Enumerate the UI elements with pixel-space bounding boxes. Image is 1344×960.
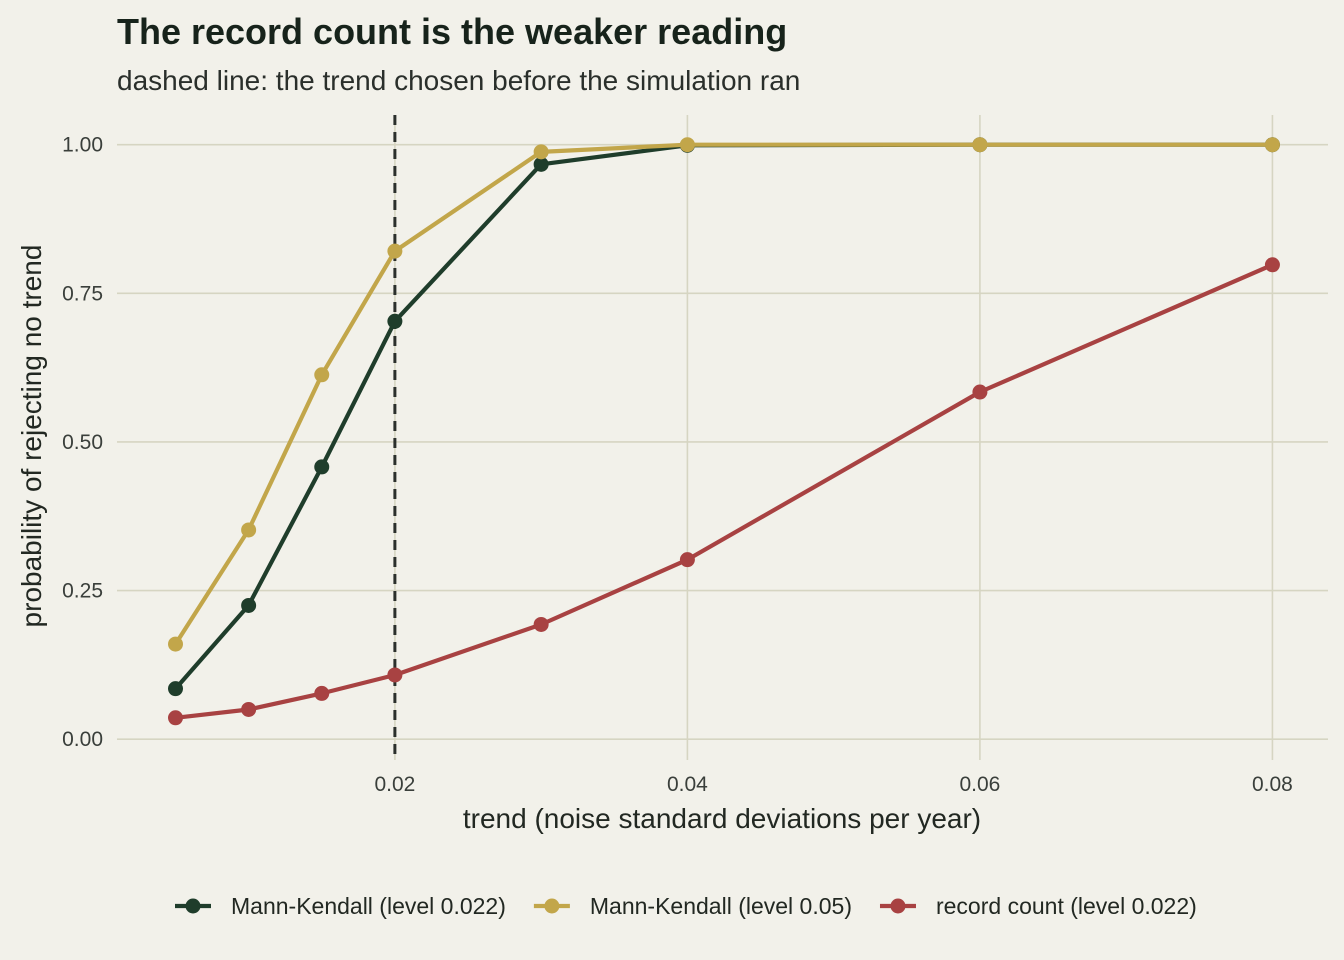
series-1 [168,137,1280,697]
data-point [241,701,257,717]
legend-swatch-point [185,898,201,914]
data-point [314,459,330,475]
legend-label: record count (level 0.022) [936,893,1197,919]
x-axis-label: trend (noise standard deviations per yea… [463,803,981,834]
y-tick-label: 1.00 [62,134,103,157]
series-line [173,262,1275,720]
legend-item-3: record count (level 0.022) [879,893,1197,919]
y-tick-label: 0.50 [62,431,103,454]
data-point [533,144,549,160]
x-axis-ticks: 0.02 0.04 0.06 0.08 [374,773,1292,796]
data-point [679,552,695,568]
grid [117,115,1328,760]
data-point [314,367,330,383]
legend-item-1: Mann-Kendall (level 0.022) [175,893,506,919]
series-group [168,137,1280,726]
legend-label: Mann-Kendall (level 0.05) [590,893,852,919]
series-3 [168,257,1280,726]
data-point [533,156,549,172]
data-point [972,137,988,153]
data-point [1264,137,1280,153]
data-point [533,616,549,632]
y-tick-label: 0.75 [62,282,103,305]
series-line [173,142,1275,691]
legend-swatch-point [544,898,560,914]
series-2 [168,137,1280,652]
data-point [241,522,257,538]
data-point [241,597,257,613]
data-point [168,681,184,697]
chart-title: The record count is the weaker reading [117,11,787,52]
data-point [314,685,330,701]
series-line [173,142,1275,647]
y-axis-ticks: 0.00 0.25 0.50 0.75 1.00 [62,134,103,751]
legend-label: Mann-Kendall (level 0.022) [231,893,506,919]
data-point [387,313,403,329]
data-point [387,667,403,683]
x-tick-label: 0.04 [667,773,708,796]
data-point [972,384,988,400]
legend: Mann-Kendall (level 0.022) Mann-Kendall (… [175,893,1197,919]
data-point [387,243,403,259]
legend-swatch-point [890,898,906,914]
data-point [1264,257,1280,273]
legend-item-2: Mann-Kendall (level 0.05) [533,893,852,919]
y-axis-label: probability of rejecting no trend [16,245,47,628]
y-tick-label: 0.00 [62,728,103,751]
x-tick-label: 0.06 [959,773,1000,796]
data-point [679,137,695,153]
data-point [168,636,184,652]
x-tick-label: 0.08 [1252,773,1293,796]
data-point [168,710,184,726]
chart-subtitle: dashed line: the trend chosen before the… [117,65,800,96]
x-tick-label: 0.02 [374,773,415,796]
y-tick-label: 0.25 [62,580,103,603]
